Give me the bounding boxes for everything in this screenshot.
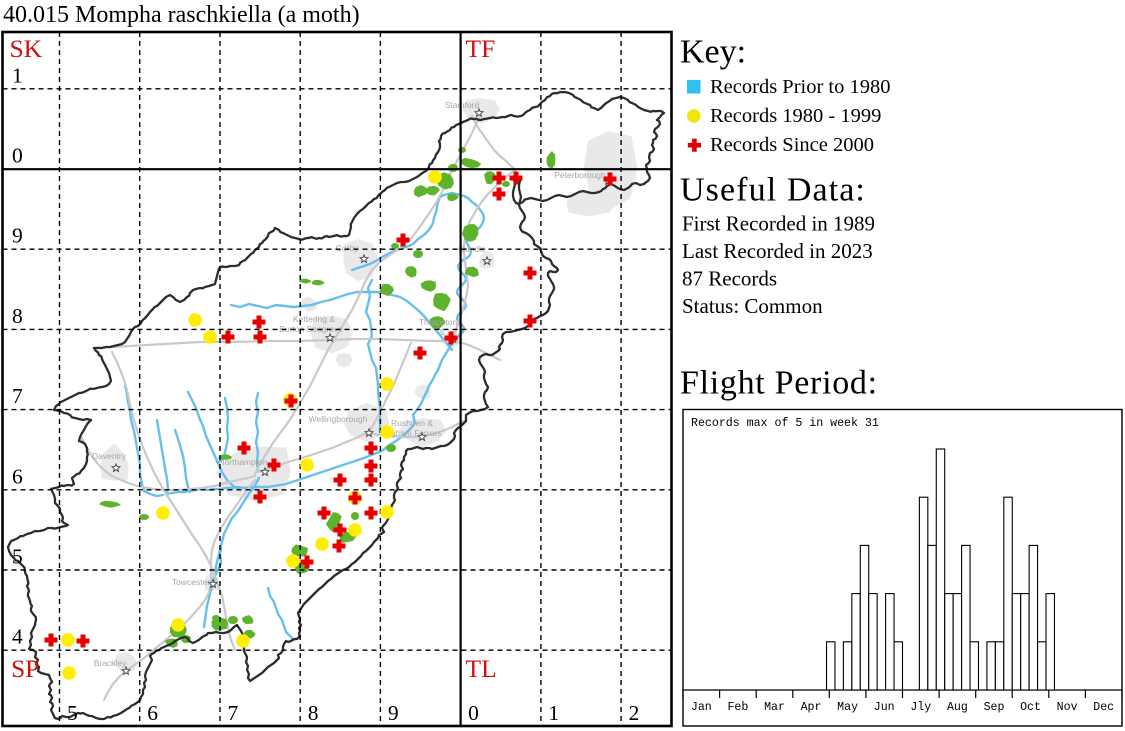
svg-text:40.015 Mompha raschkiella (a m: 40.015 Mompha raschkiella (a moth) bbox=[3, 2, 360, 28]
svg-text:5: 5 bbox=[12, 545, 23, 569]
svg-text:Flight Period:: Flight Period: bbox=[680, 365, 878, 402]
svg-text:9: 9 bbox=[12, 224, 23, 248]
svg-text:Records Prior to 1980: Records Prior to 1980 bbox=[710, 76, 891, 98]
svg-text:Aug: Aug bbox=[947, 701, 968, 714]
svg-text:May: May bbox=[837, 701, 858, 714]
svg-text:5: 5 bbox=[67, 701, 78, 725]
svg-text:Corby: Corby bbox=[336, 243, 359, 253]
svg-text:SP: SP bbox=[11, 654, 39, 683]
svg-text:Northampton: Northampton bbox=[218, 457, 267, 467]
svg-text:Thrapston: Thrapston bbox=[419, 317, 458, 327]
svg-text:Last Recorded in 2023: Last Recorded in 2023 bbox=[682, 239, 873, 263]
svg-text:&: & bbox=[439, 327, 445, 337]
svg-text:2: 2 bbox=[629, 701, 640, 725]
svg-text:0: 0 bbox=[12, 144, 23, 168]
svg-text:Records Since 2000: Records Since 2000 bbox=[710, 134, 874, 156]
svg-text:Key:: Key: bbox=[680, 34, 746, 71]
svg-text:Useful Data:: Useful Data: bbox=[680, 172, 866, 209]
svg-text:Status: Common: Status: Common bbox=[682, 294, 823, 318]
svg-text:6: 6 bbox=[12, 464, 23, 488]
svg-text:Records max of 5 in week 31: Records max of 5 in week 31 bbox=[691, 417, 879, 430]
svg-text:Jly: Jly bbox=[910, 701, 931, 714]
svg-text:6: 6 bbox=[147, 701, 158, 725]
svg-text:Apr: Apr bbox=[801, 701, 822, 714]
svg-text:Higham Ferrers: Higham Ferrers bbox=[382, 428, 441, 438]
svg-text:Nov: Nov bbox=[1057, 701, 1078, 714]
svg-text:Feb: Feb bbox=[727, 701, 748, 714]
svg-text:Wellingborough: Wellingborough bbox=[309, 414, 368, 424]
svg-text:Daventry: Daventry bbox=[92, 451, 127, 461]
svg-text:First Recorded in 1989: First Recorded in 1989 bbox=[682, 212, 875, 236]
svg-text:7: 7 bbox=[228, 701, 239, 725]
svg-text:1: 1 bbox=[548, 701, 559, 725]
svg-text:Mar: Mar bbox=[764, 701, 785, 714]
svg-text:SK: SK bbox=[10, 34, 43, 63]
svg-text:8: 8 bbox=[12, 304, 23, 328]
svg-text:87 Records: 87 Records bbox=[682, 267, 777, 291]
svg-text:4: 4 bbox=[12, 625, 23, 649]
svg-text:Sep: Sep bbox=[984, 701, 1005, 714]
svg-text:0: 0 bbox=[468, 701, 479, 725]
svg-text:Rushden &: Rushden & bbox=[391, 418, 433, 428]
svg-text:Jan: Jan bbox=[691, 701, 712, 714]
svg-text:Kettering &: Kettering & bbox=[293, 314, 335, 324]
svg-text:9: 9 bbox=[388, 701, 399, 725]
svg-text:7: 7 bbox=[12, 384, 23, 408]
svg-text:TL: TL bbox=[466, 654, 497, 683]
svg-text:Dec: Dec bbox=[1093, 701, 1114, 714]
svg-text:Brackley: Brackley bbox=[94, 658, 127, 668]
svg-text:Towcester: Towcester bbox=[172, 577, 210, 587]
svg-text:Stamford: Stamford bbox=[445, 100, 480, 110]
svg-text:Jun: Jun bbox=[874, 701, 895, 714]
svg-text:1: 1 bbox=[12, 63, 23, 87]
svg-text:8: 8 bbox=[308, 701, 319, 725]
svg-text:Oct: Oct bbox=[1020, 701, 1041, 714]
svg-text:TF: TF bbox=[466, 34, 496, 63]
svg-text:Records 1980 - 1999: Records 1980 - 1999 bbox=[710, 105, 881, 127]
svg-text:Peterborough: Peterborough bbox=[554, 170, 606, 180]
